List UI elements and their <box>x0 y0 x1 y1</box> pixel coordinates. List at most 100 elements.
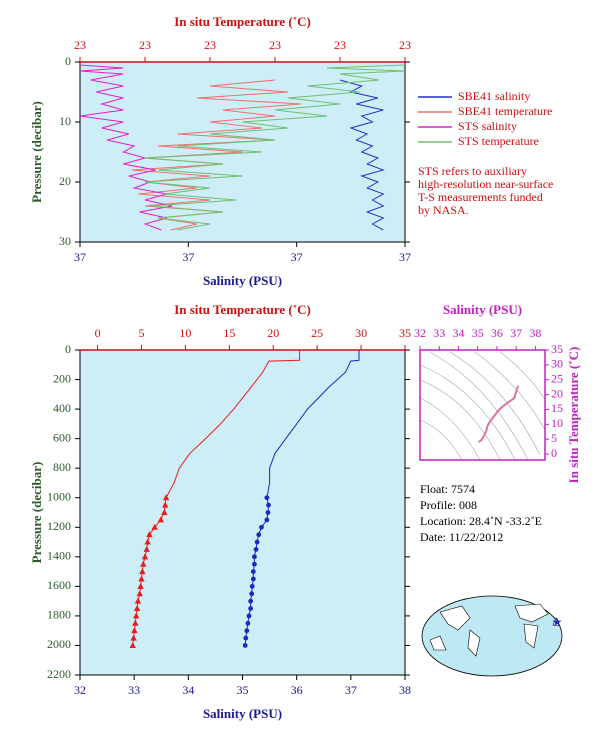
x2-axis-title: In situ Temperature (˚C) <box>174 302 311 317</box>
x-tick-label: 35 <box>472 326 484 340</box>
y-tick-label: 2000 <box>47 637 71 651</box>
y-tick-label: 35 <box>551 342 563 356</box>
note: by NASA. <box>418 203 469 217</box>
profile-line <box>165 350 301 498</box>
sample-marker <box>253 547 259 552</box>
sample-marker <box>140 560 147 567</box>
sample-marker <box>246 613 252 619</box>
x2-tick-label: 23 <box>334 38 346 52</box>
sample-marker <box>138 575 145 582</box>
x-axis-title: Salinity (PSU) <box>203 273 282 288</box>
sample-marker <box>243 635 249 641</box>
sample-marker <box>144 538 151 545</box>
y-tick-label: 15 <box>551 401 563 415</box>
sample-marker <box>245 620 251 626</box>
sample-marker <box>248 598 254 604</box>
plot-area <box>79 349 406 676</box>
note: T-S measurements funded <box>418 190 543 204</box>
x2-tick-label: 23 <box>399 38 411 52</box>
sample-marker <box>256 532 262 538</box>
y-tick-label: 10 <box>59 114 71 128</box>
y-tick-label: 10 <box>551 416 563 430</box>
x-tick-label: 36 <box>491 326 503 340</box>
y-tick-label: 400 <box>53 401 71 415</box>
y-tick-label: 0 <box>65 342 71 356</box>
y-tick-label: 25 <box>551 371 563 385</box>
legend-label: STS temperature <box>458 134 539 148</box>
info-float: Float: 7574 <box>420 482 475 496</box>
y-tick-label: 30 <box>59 234 71 248</box>
x-tick-label: 35 <box>237 683 249 697</box>
sample-marker <box>254 539 260 545</box>
location-map: ★ <box>421 595 563 677</box>
sample-marker <box>250 576 256 582</box>
sample-marker <box>249 583 255 589</box>
profile-line <box>266 350 360 498</box>
sample-marker <box>248 606 254 611</box>
x2-axis-title: In situ Temperature (˚C) <box>174 14 311 29</box>
x-tick-label: 36 <box>291 683 303 697</box>
sample-marker <box>252 561 257 567</box>
y-tick-label: 0 <box>551 446 557 460</box>
y-tick-label: 20 <box>551 386 563 400</box>
x-tick-label: 34 <box>452 326 464 340</box>
svg-text:★: ★ <box>552 615 563 629</box>
x-tick-label: 32 <box>414 326 426 340</box>
sample-marker <box>133 605 141 612</box>
profile-line <box>144 64 406 231</box>
x2-tick-label: 0 <box>95 326 101 340</box>
y-axis-title: In situ Temperature (˚C) <box>566 347 581 484</box>
x-tick-label: 38 <box>399 683 411 697</box>
note: STS refers to auxiliary <box>418 164 527 178</box>
sample-marker <box>146 531 153 538</box>
sample-marker <box>141 553 149 560</box>
y-tick-label: 30 <box>551 357 563 371</box>
x2-tick-label: 10 <box>179 326 191 340</box>
y-tick-label: 200 <box>53 371 71 385</box>
y-tick-label: 1000 <box>47 489 71 503</box>
info-profile: Profile: 008 <box>420 498 477 512</box>
y-tick-label: 1600 <box>47 578 71 592</box>
y-tick-label: 1400 <box>47 549 71 563</box>
sample-marker <box>143 545 150 552</box>
sample-marker <box>139 568 146 575</box>
x-axis-title: Salinity (PSU) <box>203 706 282 721</box>
sample-marker <box>252 554 257 560</box>
x2-tick-label: 23 <box>269 38 281 52</box>
ts-curve <box>478 385 520 443</box>
sample-marker <box>259 524 264 530</box>
density-contours <box>419 351 546 461</box>
y-tick-label: 800 <box>53 460 71 474</box>
y-tick-label: 600 <box>53 430 71 444</box>
inset-frame <box>419 349 546 461</box>
x-tick-label: 37 <box>291 250 303 264</box>
y-tick-label: 5 <box>551 431 557 445</box>
sample-marker <box>132 619 139 626</box>
y-tick-label: 20 <box>59 174 71 188</box>
x2-tick-label: 20 <box>267 326 279 340</box>
x-tick-label: 33 <box>433 326 445 340</box>
profile-line <box>339 79 385 231</box>
x-tick-label: 38 <box>529 326 541 340</box>
x-tick-label: 37 <box>399 250 411 264</box>
y-tick-label: 2200 <box>47 667 71 681</box>
sample-marker <box>250 569 256 574</box>
x-tick-label: 32 <box>74 683 86 697</box>
y-axis-title: Pressure (decibar) <box>29 101 44 203</box>
y-tick-label: 1200 <box>47 519 71 533</box>
sample-marker <box>264 517 270 523</box>
sample-marker <box>151 523 158 530</box>
x-tick-label: 33 <box>128 683 140 697</box>
x2-tick-label: 23 <box>204 38 216 52</box>
sample-marker <box>162 501 169 508</box>
x-tick-label: 37 <box>182 250 194 264</box>
sample-marker <box>249 591 255 597</box>
x2-tick-label: 30 <box>355 326 367 340</box>
x-tick-label: 37 <box>345 683 357 697</box>
info-date: Date: 11/22/2012 <box>420 530 503 544</box>
x-axis-title: Salinity (PSU) <box>443 302 522 317</box>
sample-marker <box>134 597 142 604</box>
sample-marker <box>133 612 140 619</box>
